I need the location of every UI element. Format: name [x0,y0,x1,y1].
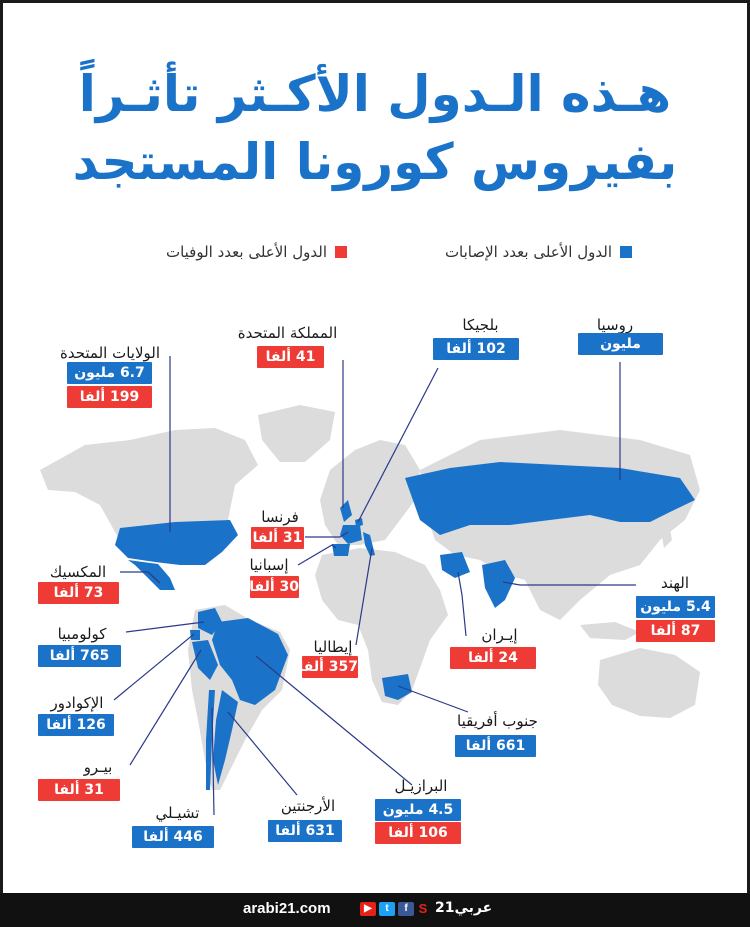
value-south-africa-cases: 661 ألفا [455,735,536,757]
legend-cases-label: الدول الأعلى بعدد الإصابات [444,243,612,261]
value-iran-deaths: 24 ألفا [450,647,536,669]
leader-ecuador [113,633,195,701]
legend-cases: الدول الأعلى بعدد الإصابات [445,243,632,261]
title-line-1: هـذه الـدول الأكـثر تأثـراً [78,65,672,123]
value-usa-cases: 6.7 مليون [67,362,152,384]
title-line-2: بفيروس كورونا المستجد [72,133,678,191]
label-spain: إسبانيا [249,556,289,574]
leader-lines [113,356,636,816]
twitter-icon[interactable]: t [379,902,395,916]
map-argentina [213,690,238,785]
label-peru: بيـرو [83,758,113,776]
legend-deaths-swatch [335,246,347,258]
leader-belgium [357,367,439,523]
map-south-africa [382,674,412,700]
legend-cases-swatch [620,246,632,258]
label-usa: الولايات المتحدة [59,344,161,362]
map-ecuador [190,630,200,640]
label-india: الهند [660,574,690,592]
leader-peru [129,649,202,766]
label-russia: روسيا [596,316,634,334]
label-italy: إيطاليا [313,638,353,656]
value-argentina-cases: 631 ألفا [268,820,342,842]
value-chile-cases: 446 ألفا [132,826,214,848]
map-iran [440,552,470,578]
label-belgium: بلجيكا [462,316,499,334]
value-france-deaths: 31 ألفا [251,527,304,549]
map-chile [206,690,215,790]
map-peru [192,640,218,680]
map-brazil [212,618,288,705]
leader-argentina [227,711,298,796]
label-brazil: البرازيـل [394,777,448,795]
world-map [40,356,700,816]
legend-deaths-label: الدول الأعلى بعدد الوفيات [165,243,327,261]
leader-spain [297,544,337,566]
map-india [482,560,515,608]
map-land-grey [40,405,700,790]
value-india-cases: 5.4 مليون [636,596,715,618]
label-france: فرنسا [261,508,299,526]
value-spain-deaths: 30 ألفا [249,576,299,598]
label-uk: المملكة المتحدة [237,324,338,342]
leader-brazil [255,655,413,786]
value-russia-cases: مليون [578,333,663,355]
label-chile: تشيـلي [155,804,200,822]
label-argentina: الأرجنتين [280,797,336,815]
value-belgium-deaths: 102 ألفا [433,338,519,360]
footer-site-link[interactable]: arabi21.com [243,900,331,917]
leader-colombia [125,621,205,633]
label-colombia: كولومبيا [57,625,107,643]
value-ecuador-cases: 126 ألفا [38,714,114,736]
leader-mexico [120,571,161,584]
youtube-icon[interactable]: ▶ [360,902,376,916]
label-south-africa: جنوب أفريقيا [457,712,538,730]
leader-iran [457,571,467,637]
map-russia [405,462,695,535]
value-italy-deaths: 357 ألفا [299,656,358,678]
leader-france [305,531,349,538]
legend-deaths: الدول الأعلى بعدد الوفيات [166,243,347,261]
value-peru-deaths: 31 ألفا [38,779,120,801]
leader-south-africa [397,685,469,713]
label-ecuador: الإكوادور [50,694,104,712]
value-usa-deaths: 199 ألفا [67,386,152,408]
label-iran: إيـران [481,626,518,644]
map-belgium [355,518,363,527]
value-mexico-deaths: 73 ألفا [38,582,119,604]
label-mexico: المكسيك [49,563,107,581]
value-colombia-cases: 765 ألفا [38,645,121,667]
brand-logo-icon: S [418,901,428,916]
map-usa [115,520,238,565]
facebook-icon[interactable]: f [398,902,414,916]
leader-india [502,581,636,586]
footer-brand: عربي21 [435,900,493,916]
leader-italy [355,547,373,646]
value-uk-deaths: 41 ألفا [257,346,324,368]
value-brazil-deaths: 106 ألفا [375,822,461,844]
value-india-deaths: 87 ألفا [636,620,715,642]
map-france [340,525,362,544]
map-spain [332,544,350,556]
value-brazil-cases: 4.5 مليون [375,799,461,821]
leader-chile [211,707,215,816]
footer-bar: arabi21.com ▶ t f S عربي21 [0,893,750,927]
